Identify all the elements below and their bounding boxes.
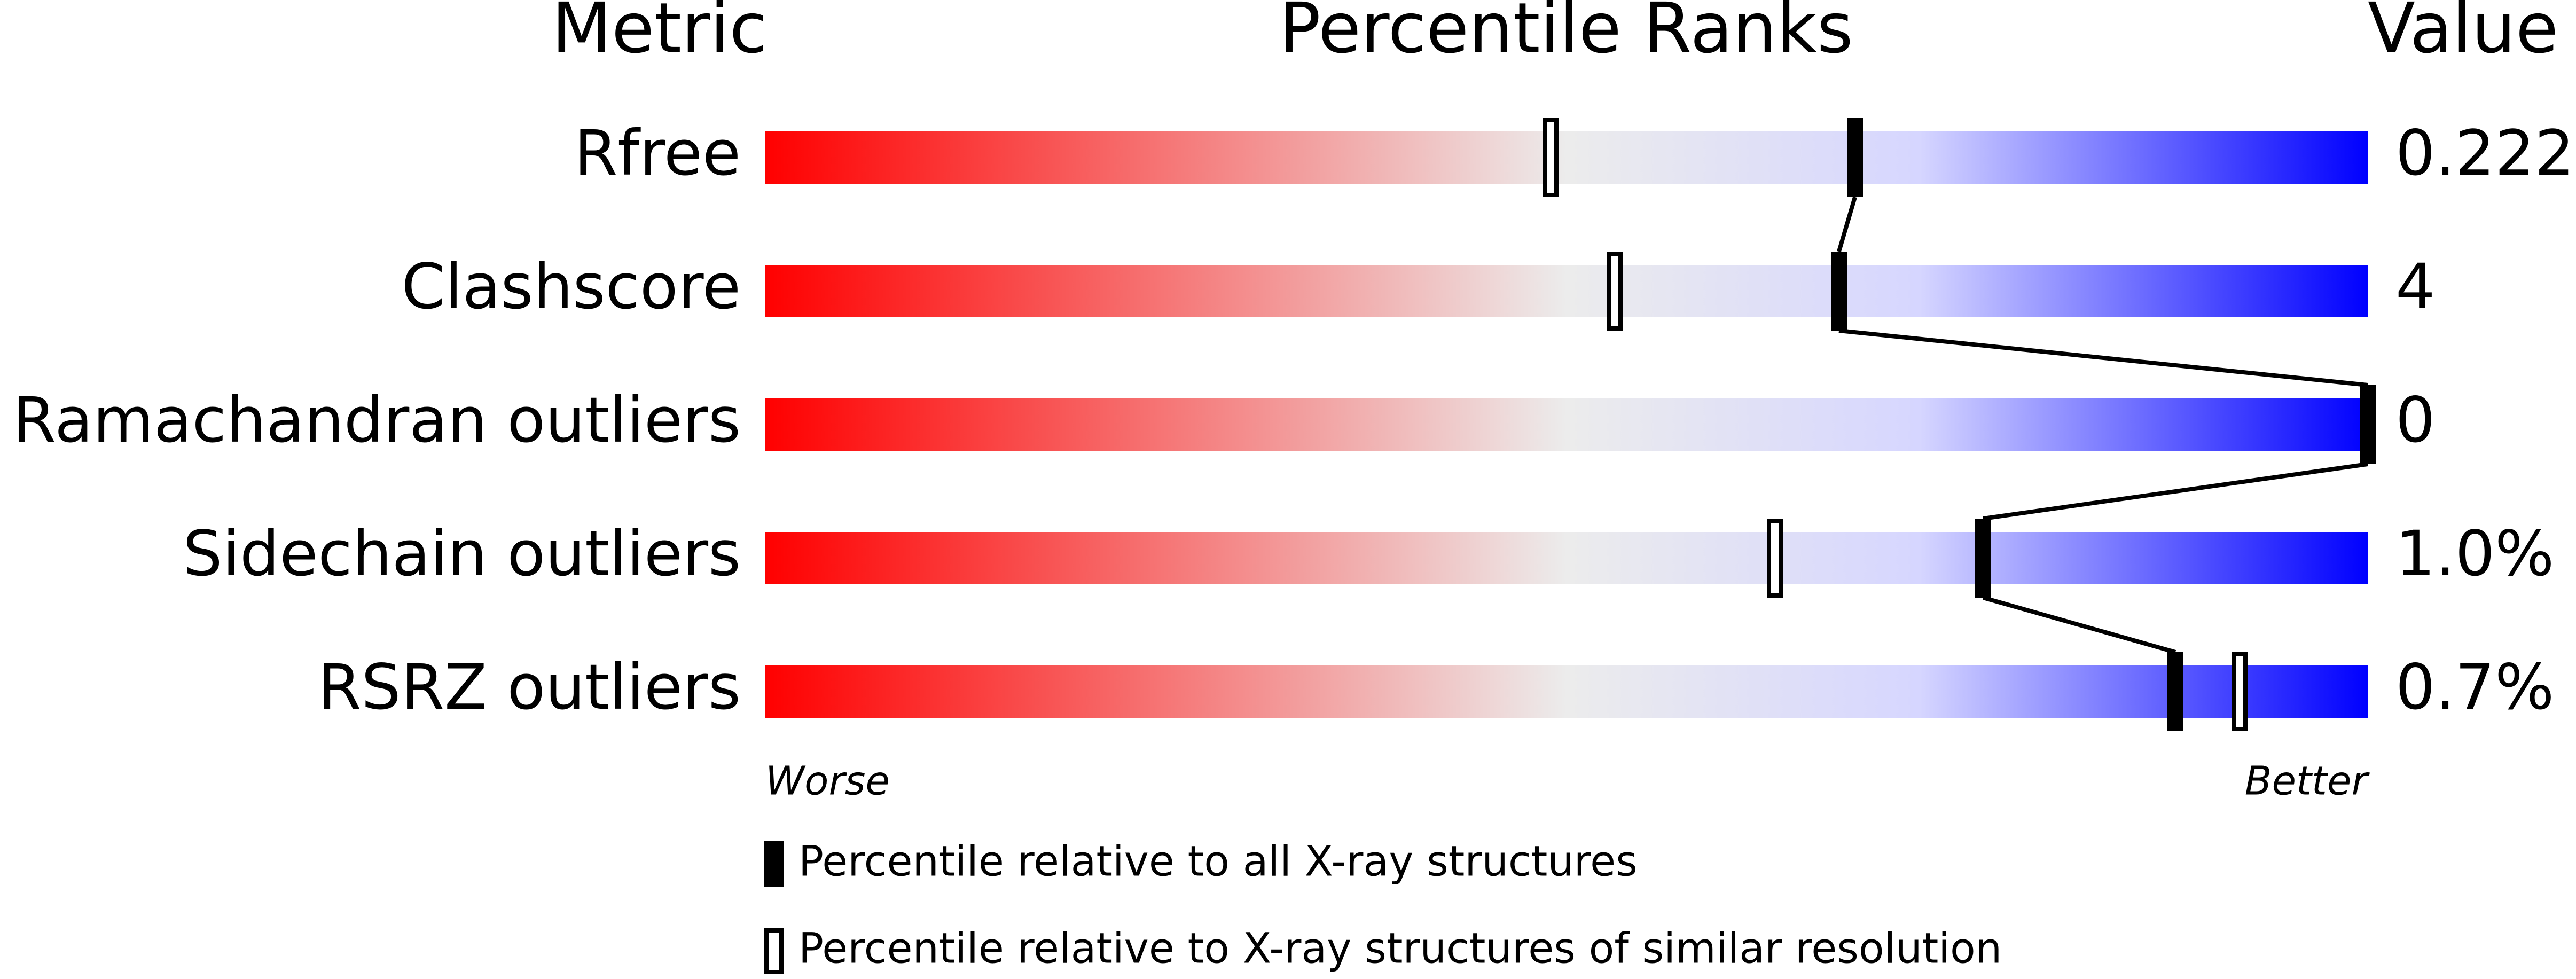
better-label: Better — [2245, 758, 2370, 804]
connector — [1837, 196, 1857, 253]
legend-label: Percentile relative to all X-ray structu… — [798, 837, 1638, 886]
gradient-bar — [765, 265, 2368, 317]
connector — [1983, 462, 2368, 521]
gradient-bar — [765, 398, 2368, 451]
connector — [1838, 328, 2368, 387]
percentile-marker-similar — [1607, 252, 1623, 331]
gradient-bar — [765, 665, 2368, 718]
legend-swatch — [764, 928, 784, 974]
connector — [1982, 596, 2176, 654]
metric-label: RSRZ outliers — [318, 651, 741, 724]
metric-value: 0 — [2395, 383, 2435, 457]
gradient-bar — [765, 131, 2368, 184]
percentile-marker-similar — [1543, 118, 1559, 197]
percentile-marker-all — [1975, 519, 1991, 598]
ranks-header: Percentile Ranks — [1279, 0, 1853, 69]
metric-value: 4 — [2395, 250, 2435, 323]
percentile-marker-similar — [1767, 519, 1783, 598]
worse-label: Worse — [765, 758, 890, 804]
metric-label: Ramachandran outliers — [13, 383, 741, 457]
legend-label: Percentile relative to X-ray structures … — [798, 925, 2002, 973]
metric-value: 1.0% — [2395, 517, 2554, 590]
percentile-marker-all — [2167, 652, 2183, 731]
percentile-marker-all — [1831, 252, 1847, 331]
legend-swatch — [764, 841, 784, 887]
percentile-marker-similar — [2232, 652, 2248, 731]
metric-value: 0.7% — [2395, 651, 2554, 724]
metric-label: Sidechain outliers — [183, 517, 741, 590]
metric-header: Metric — [552, 0, 768, 69]
percentile-marker-all — [1847, 118, 1863, 197]
value-header: Value — [2368, 0, 2558, 69]
metric-label: Rfree — [574, 116, 741, 190]
percentile-marker-all — [2360, 385, 2376, 464]
metric-value: 0.222 — [2395, 116, 2574, 190]
metric-label: Clashscore — [402, 250, 741, 323]
gradient-bar — [765, 532, 2368, 584]
